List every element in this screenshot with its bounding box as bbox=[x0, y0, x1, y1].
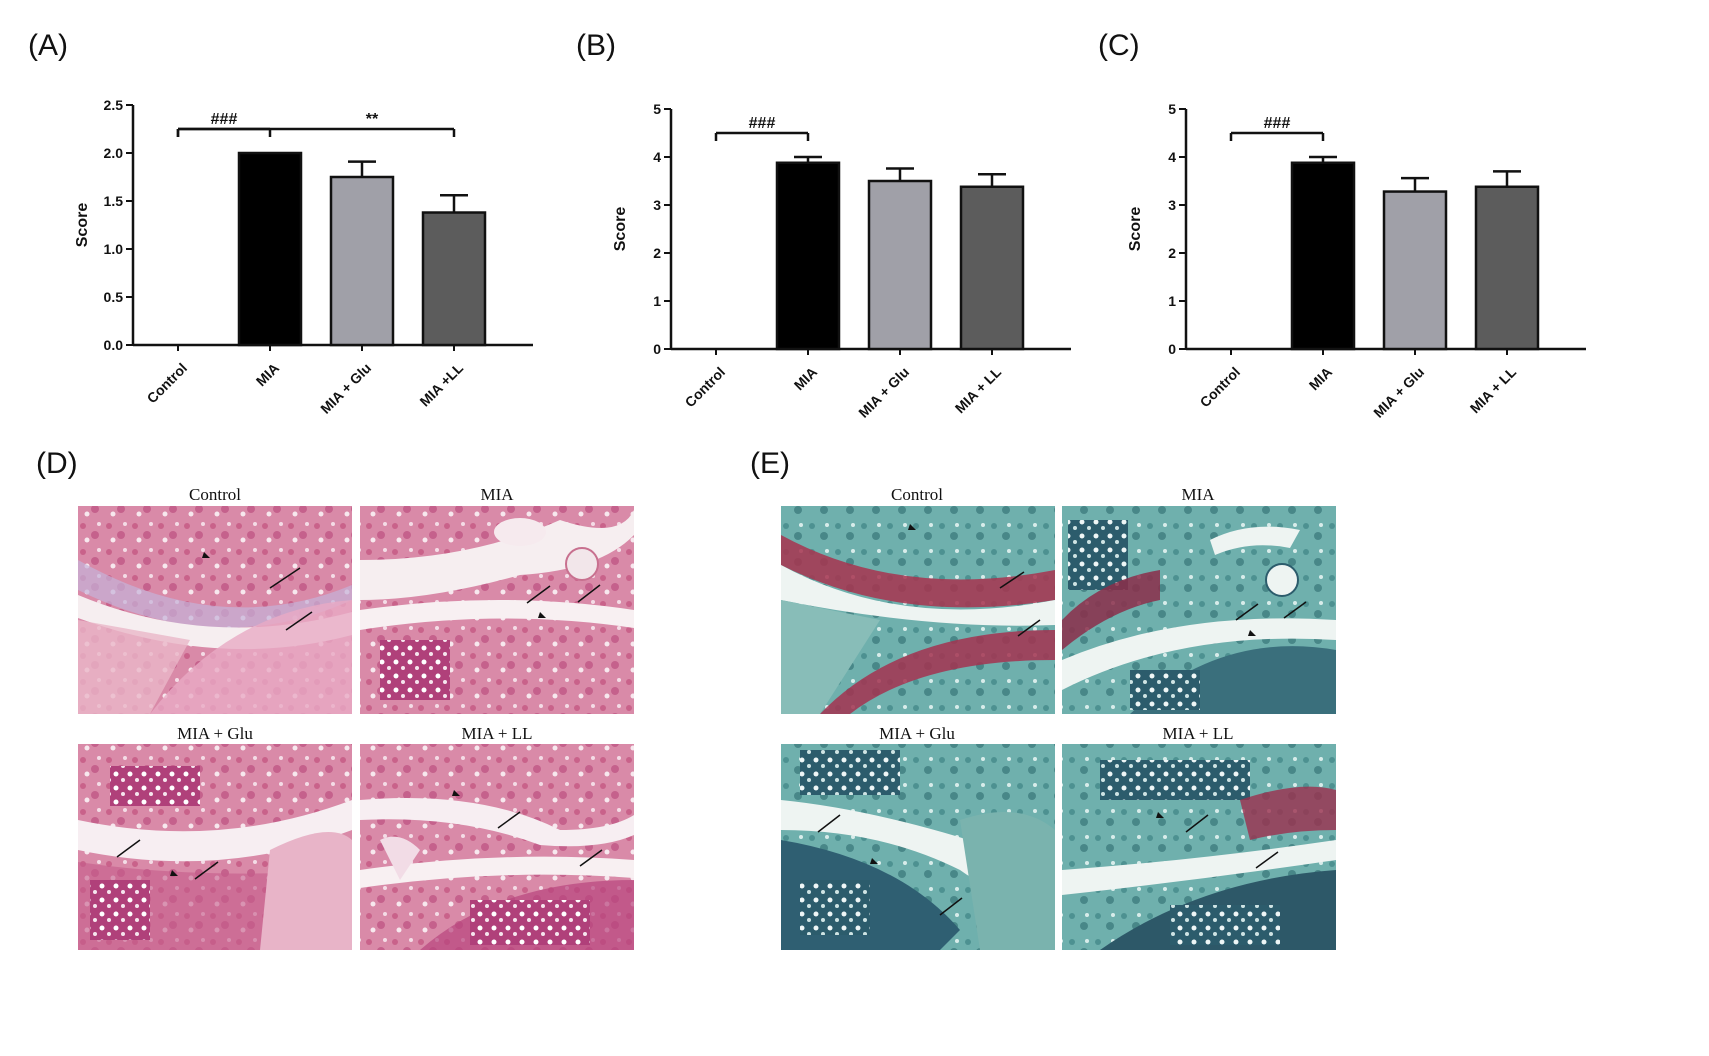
x-tick-label: MIA + Glu bbox=[855, 364, 912, 421]
histology-d-title-mia: MIA bbox=[480, 485, 514, 504]
chart-b: 0 1 2 3 4 5 Score Control MIA MIA + Glu MIA + LL ##… bbox=[612, 101, 1071, 421]
y-tick-label: 0 bbox=[653, 341, 661, 357]
histology-e-title-mia: MIA bbox=[1181, 485, 1215, 504]
bar bbox=[329, 175, 395, 347]
histology-d-title-glu: MIA + Glu bbox=[177, 724, 253, 743]
histology-image bbox=[78, 506, 352, 714]
histology-image bbox=[78, 744, 352, 950]
y-tick-label: 1.0 bbox=[104, 241, 124, 257]
histology-image bbox=[1062, 744, 1336, 950]
x-tick-label: MIA + Glu bbox=[317, 360, 374, 417]
panel-label-d: (D) bbox=[36, 447, 78, 480]
y-tick-label: 0.0 bbox=[104, 337, 124, 353]
histology-d-title-control: Control bbox=[189, 485, 241, 504]
x-tick-label: MIA bbox=[791, 364, 820, 393]
histology-image bbox=[781, 506, 1055, 714]
y-axis-label: Score bbox=[74, 203, 91, 248]
y-tick-label: 4 bbox=[1168, 149, 1176, 165]
bar bbox=[959, 185, 1025, 351]
y-tick-label: 1 bbox=[653, 293, 661, 309]
chart-a: 0.0 0.5 1.0 1.5 2.0 2.5 Score Control MIA MIA + G… bbox=[74, 97, 533, 417]
significance-label: ### bbox=[211, 111, 238, 128]
x-tick-label: MIA + LL bbox=[1467, 363, 1520, 416]
significance-label: ### bbox=[749, 115, 776, 132]
bar bbox=[421, 211, 487, 347]
y-tick-label: 0 bbox=[1168, 341, 1176, 357]
panel-label-e: (E) bbox=[750, 447, 790, 480]
histology-image bbox=[360, 744, 634, 950]
panel-label-a: (A) bbox=[28, 29, 68, 62]
y-tick-label: 5 bbox=[653, 101, 661, 117]
y-tick-label: 3 bbox=[653, 197, 661, 213]
x-tick-label: Control bbox=[682, 364, 729, 411]
x-tick-label: MIA bbox=[1306, 364, 1335, 393]
histology-d-title-ll: MIA + LL bbox=[462, 724, 533, 743]
x-tick-label: Control bbox=[144, 360, 191, 407]
y-axis-label: Score bbox=[1127, 207, 1144, 252]
x-tick-label: MIA + LL bbox=[952, 363, 1005, 416]
histology-e-title-control: Control bbox=[891, 485, 943, 504]
x-tick-label: Control bbox=[1197, 364, 1244, 411]
significance-label: ** bbox=[366, 111, 379, 128]
histology-image bbox=[360, 506, 634, 714]
histology-panel-d: Control MIA MIA + Glu MIA + LL bbox=[78, 485, 634, 950]
histology-panel-e: Control MIA MIA + Glu MIA + LL bbox=[781, 485, 1336, 950]
y-tick-label: 0.5 bbox=[104, 289, 124, 305]
chart-c: 0 1 2 3 4 5 Score Control MIA MIA + Glu MIA + LL ##… bbox=[1127, 101, 1586, 421]
significance-label: ### bbox=[1264, 115, 1291, 132]
histology-image bbox=[781, 744, 1055, 950]
histology-e-title-glu: MIA + Glu bbox=[879, 724, 955, 743]
bar bbox=[1382, 190, 1448, 351]
x-tick-label: MIA +LL bbox=[416, 359, 466, 409]
y-axis-label: Score bbox=[612, 207, 629, 252]
y-tick-label: 5 bbox=[1168, 101, 1176, 117]
bar bbox=[867, 179, 933, 351]
y-tick-label: 2 bbox=[653, 245, 661, 261]
y-tick-label: 1.5 bbox=[104, 193, 124, 209]
y-tick-label: 1 bbox=[1168, 293, 1176, 309]
y-tick-label: 2.5 bbox=[104, 97, 124, 113]
y-tick-label: 2 bbox=[1168, 245, 1176, 261]
histology-e-title-ll: MIA + LL bbox=[1163, 724, 1234, 743]
bar bbox=[237, 151, 303, 347]
x-tick-label: MIA bbox=[253, 360, 282, 389]
bar bbox=[1474, 185, 1540, 351]
y-tick-label: 3 bbox=[1168, 197, 1176, 213]
panel-label-b: (B) bbox=[576, 29, 616, 62]
x-tick-label: MIA + Glu bbox=[1370, 364, 1427, 421]
histology-image bbox=[1062, 506, 1336, 714]
panel-label-c: (C) bbox=[1098, 29, 1140, 62]
bar bbox=[1290, 161, 1356, 351]
y-tick-label: 4 bbox=[653, 149, 661, 165]
y-tick-label: 2.0 bbox=[104, 145, 124, 161]
bar bbox=[775, 161, 841, 351]
